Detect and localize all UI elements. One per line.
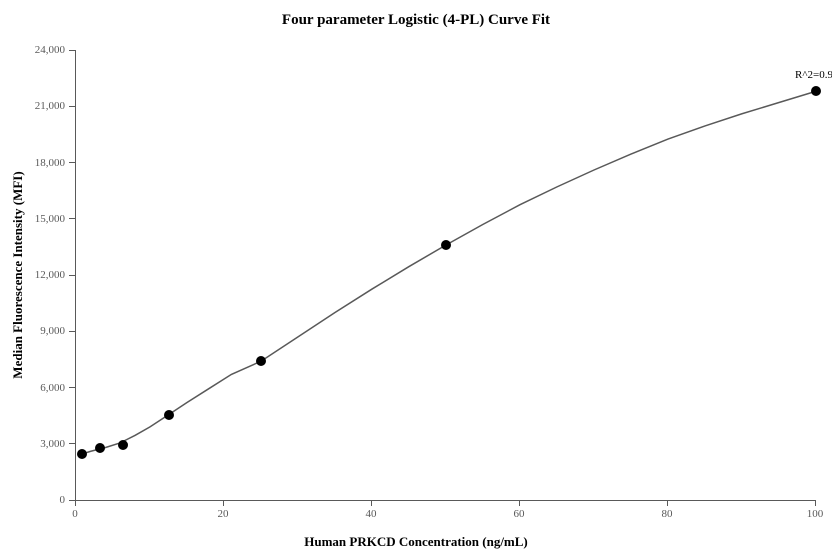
data-point — [77, 449, 87, 459]
y-tick-mark — [69, 218, 75, 219]
x-tick-mark — [75, 500, 76, 506]
data-point — [118, 440, 128, 450]
y-tick-label: 6,000 — [0, 382, 65, 394]
data-point — [811, 86, 821, 96]
x-tick-label: 0 — [72, 508, 78, 520]
x-tick-label: 80 — [662, 508, 673, 520]
y-tick-label: 24,000 — [0, 44, 65, 56]
y-tick-label: 15,000 — [0, 213, 65, 225]
x-tick-mark — [815, 500, 816, 506]
data-point — [164, 410, 174, 420]
chart-title: Four parameter Logistic (4-PL) Curve Fit — [0, 12, 832, 29]
y-tick-mark — [69, 50, 75, 51]
y-tick-label: 3,000 — [0, 438, 65, 450]
y-tick-mark — [69, 387, 75, 388]
y-tick-mark — [69, 275, 75, 276]
y-tick-label: 18,000 — [0, 157, 65, 169]
y-tick-mark — [69, 331, 75, 332]
x-axis-label: Human PRKCD Concentration (ng/mL) — [0, 534, 832, 550]
fit-curve — [76, 50, 816, 500]
x-tick-mark — [371, 500, 372, 506]
x-tick-mark — [223, 500, 224, 506]
data-point — [95, 443, 105, 453]
y-tick-label: 12,000 — [0, 269, 65, 281]
data-point — [256, 356, 266, 366]
curve-path — [82, 91, 816, 454]
y-tick-mark — [69, 106, 75, 107]
x-tick-label: 100 — [807, 508, 824, 520]
x-tick-label: 40 — [366, 508, 377, 520]
x-tick-mark — [519, 500, 520, 506]
x-tick-label: 20 — [218, 508, 229, 520]
y-tick-label: 9,000 — [0, 325, 65, 337]
y-tick-label: 21,000 — [0, 100, 65, 112]
x-tick-label: 60 — [514, 508, 525, 520]
chart-container: Four parameter Logistic (4-PL) Curve Fit… — [0, 0, 832, 560]
y-tick-mark — [69, 162, 75, 163]
x-tick-mark — [667, 500, 668, 506]
data-point — [441, 240, 451, 250]
y-tick-label: 0 — [0, 494, 65, 506]
y-tick-mark — [69, 443, 75, 444]
plot-area — [75, 50, 816, 501]
r-squared-annotation: R^2=0.9997 — [795, 69, 832, 81]
